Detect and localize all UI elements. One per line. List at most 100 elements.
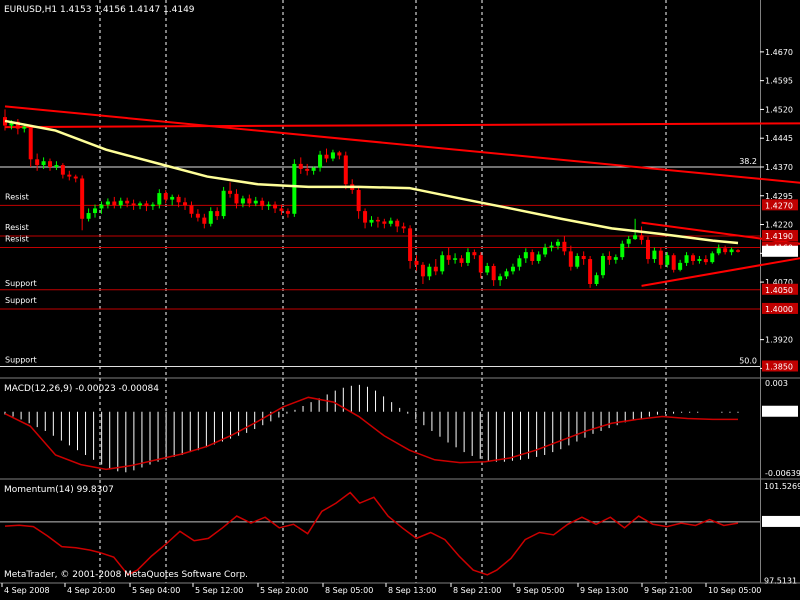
candle-body <box>388 220 393 224</box>
price-tick-label: 1.4070 <box>765 278 793 287</box>
price-badge-text: 1.4270 <box>765 201 793 210</box>
candle-body <box>67 174 72 177</box>
candle-body <box>504 271 509 277</box>
candle-body <box>658 250 663 265</box>
candle-body <box>80 178 85 219</box>
candle-body <box>491 265 496 281</box>
candle-body <box>459 258 464 263</box>
candle-body <box>453 258 458 260</box>
candle-body <box>48 161 53 167</box>
candle-body <box>472 252 477 256</box>
candle-body <box>60 165 65 175</box>
candle-body <box>478 255 483 273</box>
momentum-line <box>4 491 739 576</box>
candle-body <box>523 252 528 259</box>
candle-body <box>433 266 438 272</box>
candle-body <box>150 204 155 207</box>
candle-body <box>414 260 419 265</box>
candle-body <box>35 159 40 166</box>
candle-body <box>195 213 200 218</box>
candle-body <box>665 255 670 265</box>
candle-body <box>22 126 27 129</box>
price-tick-label: 1.4670 <box>765 48 793 57</box>
time-label: 9 Sep 05:00 <box>516 586 564 595</box>
candle-body <box>273 204 278 209</box>
candle-body <box>485 265 490 273</box>
price-badge-bg <box>762 199 798 211</box>
candle-body <box>536 254 541 261</box>
level-label: Resist <box>5 192 29 201</box>
price-badge-text: 1.4000 <box>765 305 793 314</box>
candle-body <box>729 249 734 253</box>
candle-body <box>260 200 265 207</box>
price-badge-text: 1.4050 <box>765 286 793 295</box>
candle-body <box>671 255 676 270</box>
price-badge: 1.4149 <box>762 245 798 257</box>
candle-body <box>678 262 683 270</box>
candle-body <box>221 190 226 217</box>
candle-body <box>382 221 387 224</box>
candle-body <box>311 167 316 171</box>
price-badge-text: 1.4190 <box>765 232 793 241</box>
candle-body <box>54 165 59 167</box>
trendline <box>641 257 800 287</box>
candle-body <box>138 203 143 206</box>
candle-body <box>28 126 33 160</box>
time-label: 10 Sep 05:00 <box>708 586 761 595</box>
candle-body <box>279 208 284 212</box>
candle-body <box>594 275 599 284</box>
level-label: Support <box>5 279 37 288</box>
momentum-pane: 101.5269 100.0000 97.5131 <box>0 482 800 585</box>
candle-body <box>73 176 78 179</box>
price-badge-bg <box>762 302 798 314</box>
candle-body <box>690 255 695 261</box>
price-badge-bg <box>762 245 798 257</box>
fib-label: 50.0 <box>739 356 757 365</box>
candle-body <box>633 235 638 240</box>
candle-body <box>626 239 631 244</box>
price-pane: 38.2 50.0 Resist Resist Resist Support Support… <box>0 0 800 583</box>
level-label: Support <box>5 355 37 364</box>
candle-body <box>420 264 425 277</box>
candle-body <box>465 252 470 263</box>
candle-body <box>86 213 91 219</box>
candle-body <box>555 241 560 246</box>
candle-body <box>568 251 573 267</box>
momentum-tick-label: 101.5269 <box>764 482 800 491</box>
candle-body <box>588 259 593 284</box>
price-badge-text: 1.4149 <box>765 248 793 257</box>
trendline <box>4 105 800 184</box>
level-label: Support <box>5 296 37 305</box>
time-label: 4 Sep 2008 <box>4 586 50 595</box>
candle-body <box>703 259 708 263</box>
macd-signal-line <box>4 396 738 471</box>
candle-body <box>363 211 368 223</box>
candle-body <box>202 217 207 224</box>
candle-body <box>607 255 612 260</box>
price-badge-bg <box>762 360 798 372</box>
candle-body <box>736 250 740 252</box>
candle-body <box>530 252 535 261</box>
candle-body <box>253 200 258 204</box>
macd-tick-label: -0.00639 <box>765 469 800 478</box>
candle-body <box>440 255 445 272</box>
candle-body <box>144 203 149 207</box>
candle-body <box>298 163 303 169</box>
candle-body <box>543 247 548 255</box>
candle-body <box>208 211 213 224</box>
candle-body <box>600 255 605 276</box>
time-axis: 4 Sep 2008 4 Sep 20:00 5 Sep 04:00 5 Sep 12… <box>1 583 761 595</box>
price-badge: 1.4270 <box>762 199 798 211</box>
candle-body <box>131 203 136 206</box>
candle-body <box>15 121 20 129</box>
time-label: 9 Sep 21:00 <box>644 586 692 595</box>
macd-pane: 0.003 0.0000 -0.00639 <box>0 379 800 480</box>
candle-body <box>292 163 297 214</box>
price-badge-bg <box>762 283 798 295</box>
candle-body <box>613 257 618 260</box>
candle-body <box>498 276 503 281</box>
candle-body <box>716 248 721 254</box>
candle-body <box>266 204 271 207</box>
candle-body <box>176 196 181 203</box>
